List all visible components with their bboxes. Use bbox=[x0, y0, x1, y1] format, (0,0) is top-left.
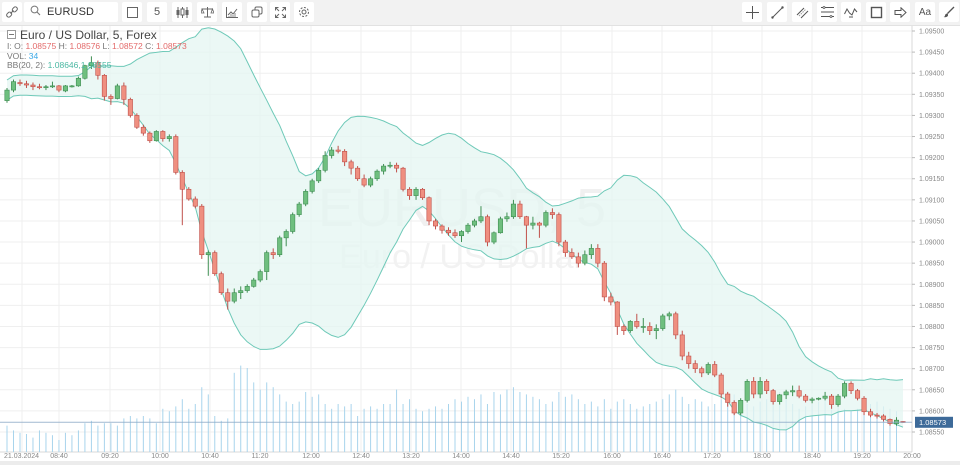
svg-text:1.08950: 1.08950 bbox=[919, 261, 944, 268]
settings-gear-icon bbox=[298, 6, 310, 18]
indicators-icon bbox=[226, 6, 238, 18]
svg-text:14:00: 14:00 bbox=[452, 453, 470, 460]
svg-text:12:40: 12:40 bbox=[352, 453, 370, 460]
fullscreen-button[interactable] bbox=[270, 2, 290, 22]
layers-icon bbox=[251, 6, 263, 18]
trend-line-button[interactable] bbox=[767, 2, 787, 22]
candlestick-chart[interactable]: EURUSD, 5 Euro / US Dollar 1.095001.0945… bbox=[0, 26, 960, 465]
brush-button[interactable] bbox=[939, 2, 959, 22]
chart-type-button[interactable] bbox=[122, 2, 142, 22]
indicators-button[interactable] bbox=[222, 2, 242, 22]
svg-text:16:00: 16:00 bbox=[603, 453, 621, 460]
svg-text:20:00: 20:00 bbox=[903, 453, 921, 460]
svg-text:18:00: 18:00 bbox=[753, 453, 771, 460]
svg-text:1.09050: 1.09050 bbox=[919, 218, 944, 225]
svg-text:09:20: 09:20 bbox=[101, 453, 119, 460]
crosshair-button[interactable] bbox=[742, 2, 762, 22]
rectangle-button[interactable] bbox=[866, 2, 886, 22]
crosshair-icon bbox=[745, 5, 759, 19]
fib-levels-icon bbox=[820, 6, 834, 18]
svg-text:1.08750: 1.08750 bbox=[919, 345, 944, 352]
collapse-legend-button[interactable] bbox=[7, 30, 16, 39]
interval-label: 5 bbox=[153, 6, 161, 18]
link-button[interactable] bbox=[2, 2, 22, 22]
candles bbox=[4, 56, 906, 426]
parallel-channel-button[interactable] bbox=[792, 2, 812, 22]
compare-button[interactable] bbox=[197, 2, 217, 22]
svg-text:1.09350: 1.09350 bbox=[919, 92, 944, 99]
svg-text:10:40: 10:40 bbox=[201, 453, 219, 460]
fib-levels-button[interactable] bbox=[817, 2, 837, 22]
top-toolbar: EURUSD 5 Aa bbox=[0, 0, 960, 26]
svg-text:1.09400: 1.09400 bbox=[919, 71, 944, 78]
square-icon bbox=[126, 6, 138, 18]
time-axis: 21.03.2024 08:40 09:20 10:00 10:40 11:20 12:00… bbox=[4, 453, 921, 460]
svg-text:1.09500: 1.09500 bbox=[919, 29, 944, 36]
fullscreen-icon bbox=[274, 6, 286, 18]
pattern-icon bbox=[844, 6, 858, 18]
svg-text:19:20: 19:20 bbox=[853, 453, 871, 460]
svg-text:17:20: 17:20 bbox=[703, 453, 721, 460]
link-icon bbox=[6, 6, 18, 18]
rectangle-icon bbox=[870, 6, 883, 19]
svg-text:1.08800: 1.08800 bbox=[919, 324, 944, 331]
svg-text:1.09150: 1.09150 bbox=[919, 176, 944, 183]
trend-line-icon bbox=[770, 5, 784, 19]
candles-button[interactable] bbox=[172, 2, 192, 22]
svg-text:1.08550: 1.08550 bbox=[919, 430, 944, 437]
symbol-value: EURUSD bbox=[47, 6, 95, 18]
svg-text:1.09300: 1.09300 bbox=[919, 113, 944, 120]
settings-button[interactable] bbox=[294, 2, 314, 22]
svg-text:1.09450: 1.09450 bbox=[919, 50, 944, 57]
svg-text:1.08900: 1.08900 bbox=[919, 282, 944, 289]
svg-text:11:20: 11:20 bbox=[252, 453, 269, 460]
svg-text:1.08650: 1.08650 bbox=[919, 387, 944, 394]
arrow-icon bbox=[894, 6, 907, 18]
symbol-search-input[interactable]: EURUSD bbox=[24, 2, 118, 22]
search-icon bbox=[30, 5, 41, 19]
text-tool-icon: Aa bbox=[918, 6, 932, 18]
price-axis: 1.09500 1.09450 1.09400 1.09350 1.09300 1.092… bbox=[912, 29, 953, 437]
arrow-button[interactable] bbox=[890, 2, 910, 22]
candles-icon bbox=[176, 6, 189, 18]
svg-text:14:40: 14:40 bbox=[502, 453, 520, 460]
svg-text:1.08573: 1.08573 bbox=[919, 418, 946, 427]
interval-button[interactable]: 5 bbox=[147, 2, 167, 22]
svg-text:10:00: 10:00 bbox=[151, 453, 169, 460]
pattern-button[interactable] bbox=[841, 2, 861, 22]
svg-text:1.09100: 1.09100 bbox=[919, 197, 944, 204]
brush-icon bbox=[943, 6, 955, 18]
svg-text:1.08600: 1.08600 bbox=[919, 408, 944, 415]
svg-text:13:20: 13:20 bbox=[402, 453, 420, 460]
svg-text:1.09250: 1.09250 bbox=[919, 134, 944, 141]
svg-text:12:00: 12:00 bbox=[302, 453, 320, 460]
chart-area[interactable]: EURUSD, 5 Euro / US Dollar 1.095001.0945… bbox=[0, 26, 960, 465]
svg-text:18:40: 18:40 bbox=[803, 453, 821, 460]
layers-button[interactable] bbox=[247, 2, 267, 22]
parallel-channel-icon bbox=[796, 6, 809, 19]
svg-text:1.08850: 1.08850 bbox=[919, 303, 944, 310]
svg-text:15:20: 15:20 bbox=[552, 453, 570, 460]
svg-text:1.09200: 1.09200 bbox=[919, 155, 944, 162]
svg-text:16:40: 16:40 bbox=[653, 453, 671, 460]
bollinger-bands bbox=[6, 27, 904, 431]
bottom-scrollbar[interactable] bbox=[0, 461, 960, 465]
svg-text:1.08700: 1.08700 bbox=[919, 366, 944, 373]
text-tool-button[interactable]: Aa bbox=[915, 2, 935, 22]
svg-text:1.09000: 1.09000 bbox=[919, 240, 944, 247]
scale-icon bbox=[200, 6, 214, 18]
svg-text:21.03.2024: 21.03.2024 bbox=[4, 453, 39, 460]
svg-text:08:40: 08:40 bbox=[50, 453, 68, 460]
